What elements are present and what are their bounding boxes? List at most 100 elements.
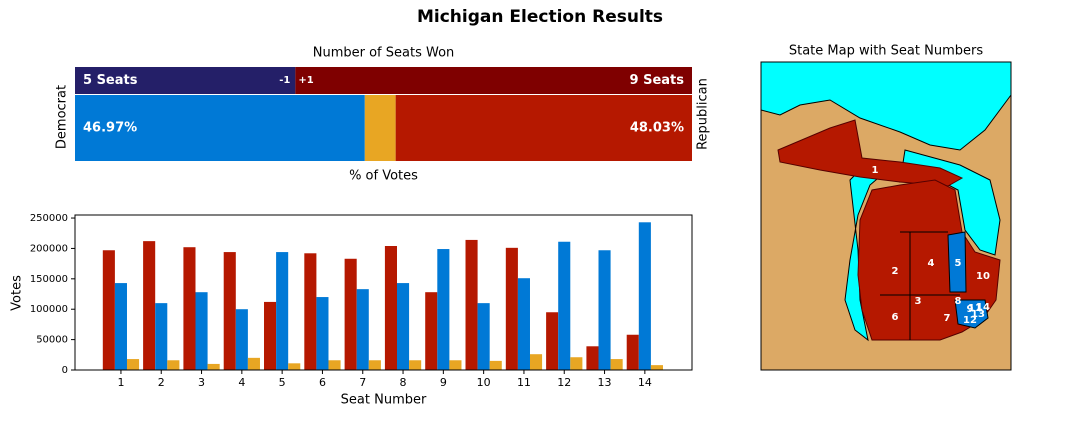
x-tick-label: 14 xyxy=(638,376,652,389)
district-label: 7 xyxy=(944,313,951,324)
district-label: 3 xyxy=(915,296,922,307)
x-tick-label: 8 xyxy=(400,376,407,389)
x-tick-label: 7 xyxy=(359,376,366,389)
district xyxy=(777,119,964,187)
x-axis-label: % of Votes xyxy=(349,169,418,184)
x-tick-label: 3 xyxy=(198,376,205,389)
y-tick-label: 50000 xyxy=(36,335,68,346)
bar xyxy=(409,360,422,370)
district-label: 6 xyxy=(892,312,899,323)
district-label: 9 xyxy=(967,304,974,315)
bar xyxy=(558,241,571,370)
change-label: +1 xyxy=(298,75,313,86)
bar xyxy=(598,250,611,370)
chart-title: Number of Seats Won xyxy=(313,46,455,61)
district-label: 5 xyxy=(955,258,962,269)
district-label: 8 xyxy=(955,296,962,307)
bar xyxy=(546,312,559,370)
district xyxy=(947,231,967,293)
bar xyxy=(570,357,583,370)
y-tick-label: 150000 xyxy=(30,274,68,285)
lake xyxy=(760,61,1012,151)
bar xyxy=(449,360,462,370)
bar xyxy=(368,360,381,370)
bar xyxy=(384,246,398,370)
bar xyxy=(437,249,450,370)
bar-segment xyxy=(364,95,396,161)
value-label: 46.97% xyxy=(83,121,137,136)
bar xyxy=(235,309,248,370)
bar xyxy=(356,289,369,370)
y2-axis-label: Republican xyxy=(696,78,711,150)
district-label: 1 xyxy=(872,165,879,176)
x-tick-label: 5 xyxy=(279,376,286,389)
bar xyxy=(247,357,260,370)
bar xyxy=(477,303,490,370)
y-tick-label: 0 xyxy=(62,365,68,376)
y-axis-label: Votes xyxy=(10,275,25,311)
x-tick-label: 11 xyxy=(517,376,531,389)
district-label: 2 xyxy=(892,266,899,277)
bar xyxy=(505,247,518,370)
value-label: 5 Seats xyxy=(83,73,138,88)
bar-segment xyxy=(395,95,692,161)
bar xyxy=(143,241,156,370)
y-tick-label: 250000 xyxy=(30,213,68,224)
bar xyxy=(638,222,651,370)
x-tick-label: 9 xyxy=(440,376,447,389)
change-label: -1 xyxy=(279,75,290,86)
bar-segment xyxy=(295,67,692,94)
bar xyxy=(626,334,639,370)
district-label: 12 xyxy=(963,315,977,326)
bar xyxy=(304,253,317,370)
bar xyxy=(207,363,220,370)
bar xyxy=(425,292,438,370)
value-label: 9 Seats xyxy=(630,73,685,88)
plot-frame xyxy=(74,214,693,371)
bar xyxy=(529,354,543,370)
bar xyxy=(517,278,530,370)
district-label: 13 xyxy=(971,309,985,320)
bar xyxy=(102,250,115,370)
x-tick-label: 4 xyxy=(238,376,245,389)
map xyxy=(760,61,1012,371)
bar-segment xyxy=(75,67,296,94)
x-tick-label: 2 xyxy=(158,376,165,389)
bar xyxy=(610,359,623,370)
x-tick-label: 13 xyxy=(598,376,612,389)
bar xyxy=(223,252,236,370)
bar xyxy=(328,360,341,370)
y-tick-label: 100000 xyxy=(30,304,68,315)
x-tick-label: 6 xyxy=(319,376,326,389)
district xyxy=(954,299,989,329)
y-axis-label: Democrat xyxy=(55,85,70,149)
y-tick-label: 200000 xyxy=(30,243,68,254)
bar xyxy=(489,360,502,370)
value-label: 48.03% xyxy=(630,121,684,136)
bar xyxy=(126,359,140,370)
bar xyxy=(397,283,410,370)
bar xyxy=(264,301,277,370)
district-label: 10 xyxy=(976,271,990,282)
bar xyxy=(183,247,196,370)
chart-title: State Map with Seat Numbers xyxy=(789,44,983,59)
bar xyxy=(650,365,663,370)
x-axis-label: Seat Number xyxy=(341,393,427,408)
bar xyxy=(155,303,168,370)
x-tick-label: 10 xyxy=(477,376,491,389)
bar xyxy=(167,360,180,370)
bar xyxy=(114,283,127,370)
bar xyxy=(586,346,599,370)
district-label: 14 xyxy=(976,302,990,313)
bar xyxy=(465,239,478,370)
bar xyxy=(288,363,301,370)
bar xyxy=(344,258,357,370)
x-tick-label: 1 xyxy=(117,376,124,389)
bar xyxy=(316,297,329,370)
figure-title: Michigan Election Results xyxy=(417,7,663,27)
district-label: 4 xyxy=(928,258,935,269)
district-label: 11 xyxy=(968,303,982,314)
bar xyxy=(276,252,289,370)
bar xyxy=(195,292,208,370)
